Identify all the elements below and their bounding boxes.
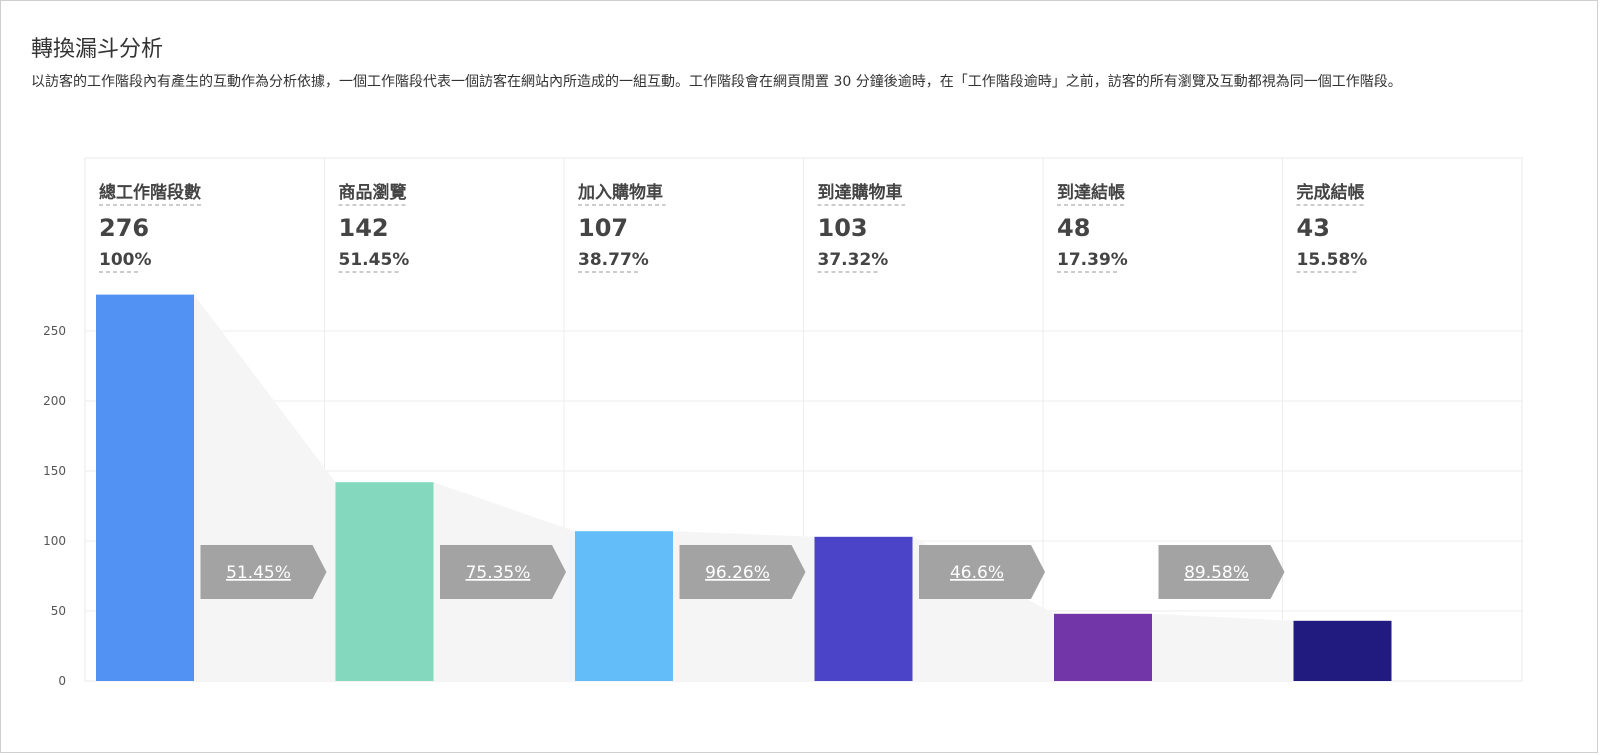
conversion-rate-label[interactable]: 75.35%	[466, 563, 531, 583]
bar-4[interactable]	[814, 536, 913, 681]
page-description: 以訪客的工作階段內有產生的互動作為分析依據，一個工作階段代表一個訪客在網站內所造…	[31, 74, 1402, 90]
step-percent-value[interactable]: 38.77%	[578, 250, 649, 270]
step-name-label[interactable]: 商品瀏覽	[339, 182, 407, 203]
y-tick-label: 150	[43, 464, 66, 478]
step-name-label[interactable]: 到達結帳	[1057, 182, 1125, 203]
step-name-label[interactable]: 總工作階段數	[99, 182, 201, 203]
conversion-rate-label[interactable]: 46.6%	[950, 563, 1004, 583]
conversion-arrow[interactable]	[440, 545, 566, 599]
funnel-shade	[1152, 613, 1294, 681]
bar-6[interactable]	[1293, 620, 1392, 681]
bar-3[interactable]	[575, 531, 673, 681]
step-name-label[interactable]: 到達購物車	[818, 182, 903, 203]
step-count-value: 48	[1057, 214, 1090, 242]
step-percent-value[interactable]: 17.39%	[1057, 250, 1128, 270]
step-percent-value[interactable]: 100%	[99, 250, 152, 270]
step-count-value: 103	[818, 214, 868, 242]
bar-5[interactable]	[1054, 613, 1152, 681]
conversion-rate-label[interactable]: 51.45%	[226, 563, 291, 583]
y-tick-label: 50	[51, 604, 66, 618]
conversion-arrow[interactable]	[200, 545, 327, 599]
conversion-rate-label[interactable]: 89.58%	[1184, 563, 1249, 583]
step-count-value: 276	[99, 214, 149, 242]
conversion-arrow[interactable]	[679, 545, 806, 599]
conversion-arrow[interactable]	[919, 545, 1045, 599]
step-count-value: 107	[578, 214, 628, 242]
y-tick-label: 100	[43, 534, 66, 548]
funnel-shade	[194, 294, 336, 681]
conversion-rate-label[interactable]: 96.26%	[705, 563, 770, 583]
y-tick-label: 250	[43, 324, 66, 338]
conversion-arrow[interactable]	[1158, 545, 1285, 599]
step-count-value: 142	[339, 214, 389, 242]
bar-2[interactable]	[335, 482, 434, 681]
step-percent-value[interactable]: 15.58%	[1297, 250, 1368, 270]
step-percent-value[interactable]: 51.45%	[339, 250, 410, 270]
y-tick-label: 0	[58, 674, 66, 688]
step-percent-value[interactable]: 37.32%	[818, 250, 889, 270]
step-count-value: 43	[1297, 214, 1330, 242]
y-tick-label: 200	[43, 394, 66, 408]
page-title: 轉換漏斗分析	[31, 37, 164, 62]
step-name-label[interactable]: 完成結帳	[1297, 182, 1365, 203]
step-name-label[interactable]: 加入購物車	[577, 182, 663, 203]
bar-1[interactable]	[96, 294, 194, 681]
